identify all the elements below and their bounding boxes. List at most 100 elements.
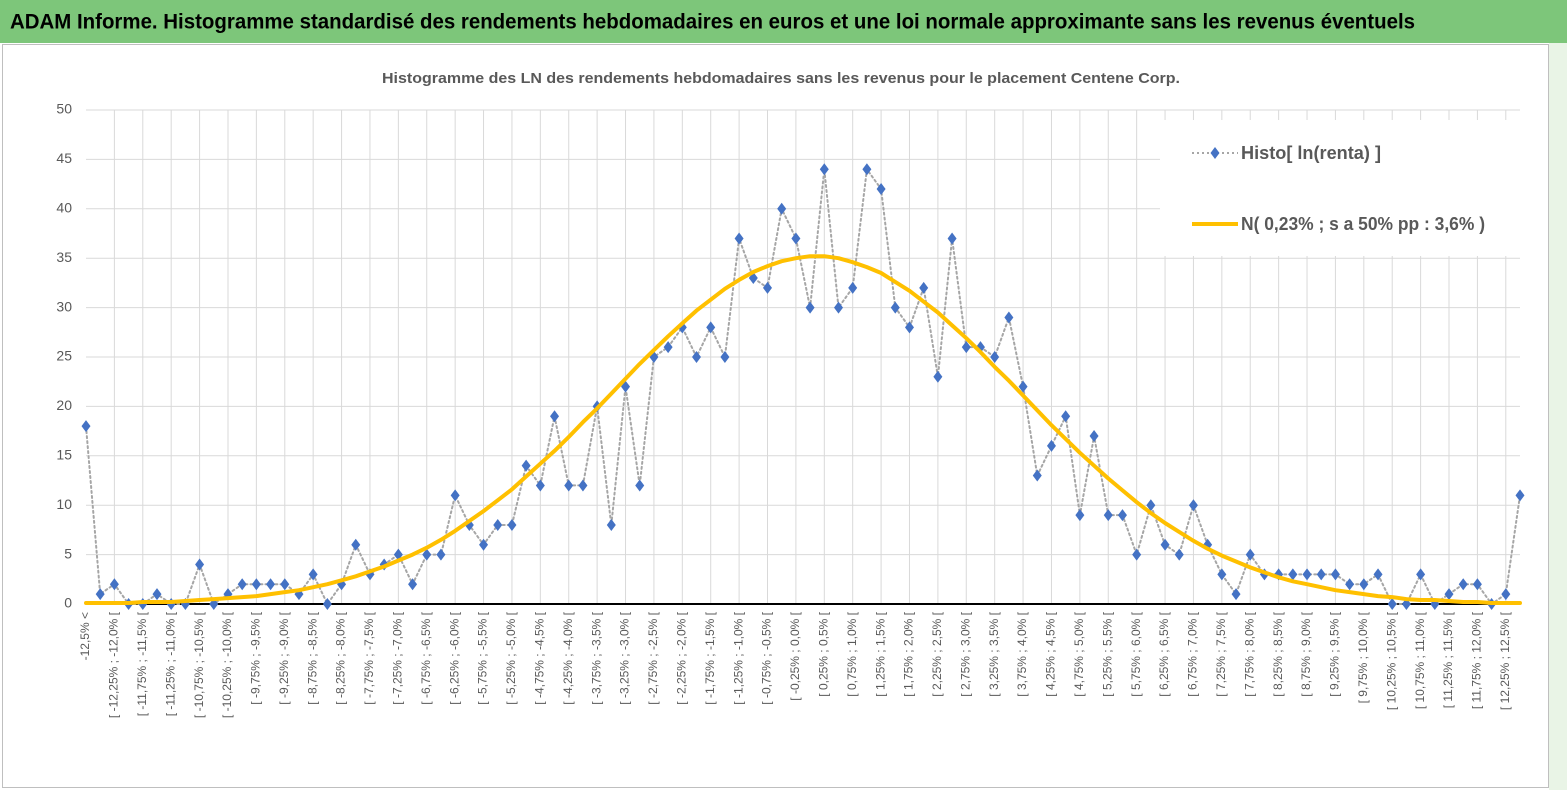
x-tick-label: [ -7,75% ; -7,5% [ [362, 611, 376, 704]
data-point [81, 420, 91, 433]
data-point [606, 518, 616, 531]
x-tick-label: [ 5,25% ; 5,5% [ [1100, 611, 1114, 696]
x-tick-label: [ 10,75% ; 11,0% [ [1413, 611, 1427, 709]
x-tick-label: [ 0,25% ; 0,5% [ [816, 611, 830, 696]
x-tick-label: [ 11,25% ; 11,5% [ [1441, 611, 1455, 708]
y-tick-label: 40 [56, 200, 72, 216]
x-tick-label: [ -8,75% ; -8,5% [ [305, 611, 319, 704]
data-point [280, 578, 290, 591]
data-point [635, 479, 645, 492]
data-point [479, 538, 489, 551]
x-tick-label: [ -4,25% ; -4,0% [ [561, 611, 575, 704]
data-point [578, 479, 588, 492]
x-tick-label: [ -6,25% ; -6,0% [ [447, 611, 461, 704]
data-point [95, 588, 105, 601]
data-point [351, 538, 361, 551]
data-point [833, 301, 843, 314]
data-point [1515, 489, 1525, 502]
data-point [1160, 538, 1170, 551]
x-tick-label: [ 4,25% ; 4,5% [ [1044, 611, 1058, 696]
x-tick-label: [ -1,25% ; -1,0% [ [731, 611, 745, 704]
x-tick-label: [ 3,75% ; 4,0% [ [1015, 611, 1029, 696]
data-point [890, 301, 900, 314]
x-tick-label: [ 8,75% ; 9,0% [ [1299, 611, 1313, 696]
x-tick-label: [ -7,25% ; -7,0% [ [391, 611, 405, 704]
y-tick-label: 0 [64, 595, 72, 611]
y-tick-label: 30 [56, 298, 72, 314]
x-tick-label: [ -3,75% ; -3,5% [ [589, 611, 603, 704]
side-strip [1549, 43, 1567, 790]
x-tick-label: [ -1,75% ; -1,5% [ [703, 611, 717, 704]
chart-title: Histogramme des LN des rendements hebdom… [382, 70, 1180, 87]
data-point [152, 588, 162, 601]
data-point [436, 548, 446, 561]
data-point [1387, 598, 1397, 610]
data-point [408, 578, 418, 591]
data-point [862, 163, 872, 176]
data-point [1330, 568, 1340, 581]
legend-label: Histo[ ln(renta) ] [1241, 143, 1381, 163]
x-tick-label: [ -4,75% ; -4,5% [ [533, 611, 547, 704]
data-point [990, 351, 1000, 363]
x-tick-label: [ -10,75% ; -10,5% [ [192, 611, 206, 718]
x-tick-label: [ 11,75% ; 12,0% [ [1470, 611, 1484, 709]
data-point [1501, 588, 1511, 601]
data-point [1117, 509, 1127, 522]
data-point [195, 558, 205, 571]
x-tick-label: [ 0,75% ; 1,0% [ [845, 611, 859, 696]
data-point [1231, 588, 1241, 601]
header-bar [0, 0, 1567, 43]
x-tick-label: [ 10,25% ; 10,5% [ [1384, 611, 1398, 710]
data-point [237, 578, 247, 591]
data-point [1373, 568, 1383, 581]
data-point [1359, 578, 1369, 591]
data-point [876, 183, 886, 196]
data-point [1458, 578, 1468, 591]
data-point [734, 232, 744, 245]
data-point [1004, 311, 1014, 324]
x-tick-label: [ -3,25% ; -3,0% [ [618, 611, 632, 704]
y-tick-label: 15 [56, 447, 72, 463]
data-point [663, 341, 673, 354]
y-tick-label: 35 [56, 249, 72, 265]
data-point [706, 321, 716, 334]
data-point [266, 578, 276, 591]
data-point [450, 489, 460, 502]
data-point [564, 479, 574, 492]
data-point [1089, 430, 1099, 443]
x-tick-label: [ 1,25% ; 1,5% [ [873, 611, 887, 696]
x-tick-label: [ 12,25% ; 12,5% [ [1498, 611, 1512, 710]
data-point [1288, 568, 1298, 581]
data-point [109, 578, 119, 591]
x-tick-label: [ 6,25% ; 6,5% [ [1157, 611, 1171, 696]
x-tick-label: [ -2,25% ; -2,0% [ [674, 611, 688, 704]
data-point [777, 202, 787, 215]
x-tick-label: [ 6,75% ; 7,0% [ [1186, 611, 1200, 696]
x-tick-label: [ 2,75% ; 3,0% [ [958, 611, 972, 696]
x-tick-label: [ -0,25% ; 0,0% [ [788, 611, 802, 700]
data-point [1345, 578, 1355, 591]
data-point [535, 479, 545, 492]
data-point [763, 281, 773, 294]
x-tick-label: [ -11,75% ; -11,5% [ [135, 611, 149, 716]
data-point [1217, 568, 1227, 581]
y-tick-label: 20 [56, 397, 72, 413]
x-tick-label: [ -9,75% ; -9,5% [ [249, 611, 263, 704]
data-point [904, 321, 914, 334]
data-point [1174, 548, 1184, 561]
y-tick-label: 50 [56, 101, 72, 117]
data-point [791, 232, 801, 245]
x-tick-label: [ 8,25% ; 8,5% [ [1271, 611, 1285, 696]
data-point [692, 351, 702, 363]
data-point [493, 518, 503, 531]
y-tick-label: 10 [56, 496, 72, 512]
y-tick-label: 5 [64, 545, 72, 561]
data-point [1188, 499, 1198, 512]
x-tick-label: -12,5% < [78, 612, 92, 660]
data-point [1316, 568, 1326, 581]
legend-box [1160, 120, 1520, 256]
data-point [1018, 380, 1028, 393]
data-point [947, 232, 957, 245]
